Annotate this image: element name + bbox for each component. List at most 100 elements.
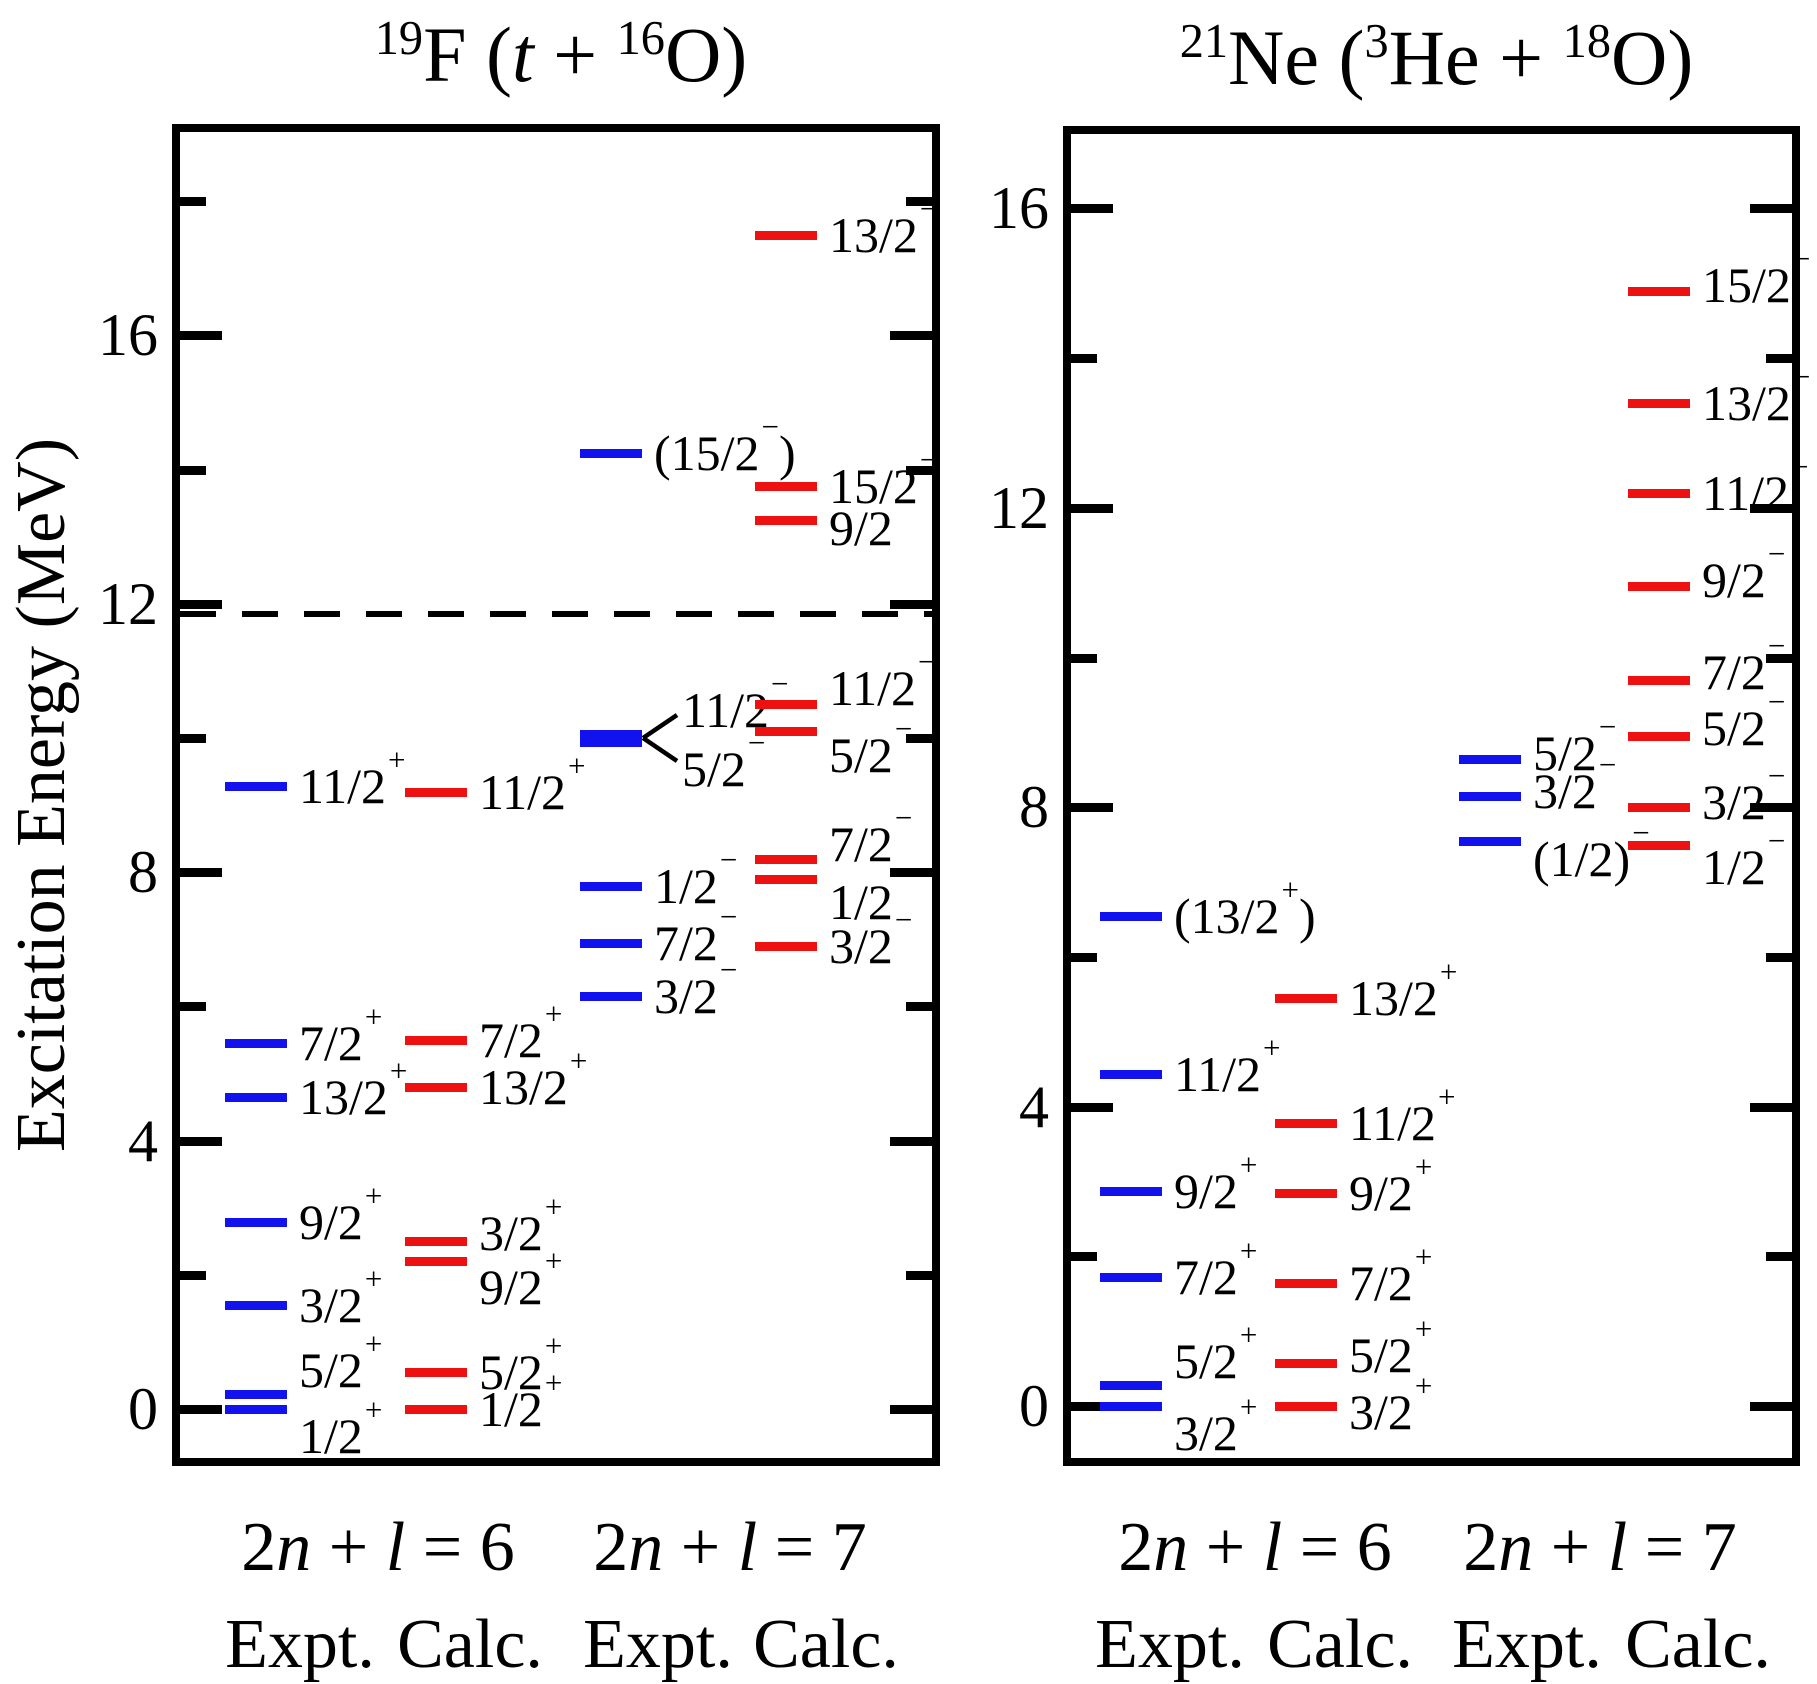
level-label: 11/2+ <box>1174 1029 1281 1102</box>
level-label: (1/2)− <box>1533 814 1650 887</box>
column-label-calc: Calc. <box>1267 1606 1413 1683</box>
level-line <box>1628 841 1690 850</box>
axis-tick-major <box>1750 803 1792 812</box>
axis-tick-major <box>1750 1103 1792 1112</box>
level-label: 9/2− <box>1702 535 1786 608</box>
axis-tick-minor <box>180 466 206 475</box>
group-label: 2n + l = 6 <box>241 1509 515 1586</box>
level-label: 15/2− <box>829 441 938 514</box>
level-label: 7/2− <box>1702 627 1786 700</box>
level-line <box>580 882 642 891</box>
axis-tick-major <box>180 868 222 877</box>
level-line <box>1459 755 1521 764</box>
level-line <box>405 1405 467 1414</box>
level-label: 11/2+ <box>299 741 406 814</box>
level-line <box>405 1368 467 1377</box>
level-label: 1/2+ <box>479 1364 563 1437</box>
level-line <box>755 700 817 709</box>
level-label: 3/2− <box>1702 757 1786 830</box>
axis-tick-minor <box>180 197 206 206</box>
level-label: 9/2+ <box>299 1177 383 1250</box>
level-line <box>1100 1381 1162 1390</box>
axis-tick-major <box>890 868 932 877</box>
axis-tick-major <box>890 600 932 609</box>
axis-tick-major <box>1071 1103 1113 1112</box>
level-line <box>1628 582 1690 591</box>
level-label: 11/2− <box>682 665 789 738</box>
column-label-expt: Expt. <box>1095 1606 1245 1683</box>
level-line <box>1100 1187 1162 1196</box>
level-label: 5/2− <box>682 724 766 797</box>
level-line <box>405 1083 467 1092</box>
axis-tick-major <box>1750 504 1792 513</box>
level-label: 9/2+ <box>1174 1146 1258 1219</box>
level-line <box>405 1257 467 1266</box>
level-line <box>1275 1402 1337 1411</box>
level-line <box>225 1218 287 1227</box>
panel-21ne-plot-area: 3/2+ 5/2+ 7/2+ 9/2+ 11/2+ (13/2+) 3/2+ 5/2+ 7/2+… <box>1063 126 1810 1466</box>
level-label: 13/2+ <box>299 1052 408 1125</box>
level-line <box>1628 399 1690 408</box>
y-tick-label: 8 <box>1019 774 1049 840</box>
level-line <box>755 942 817 951</box>
axis-tick-major <box>180 1405 222 1414</box>
panel-19f-plot-area: 1/2+ 5/2+ 3/2+ 9/2+ 13/2+ 7/2+ 11/2+ 1/2+ 5/2+ 9/… <box>172 124 940 1466</box>
axis-tick-minor <box>1766 654 1792 663</box>
level-label: 7/2+ <box>479 995 563 1068</box>
level-line <box>755 482 817 491</box>
level-line <box>1100 1070 1162 1079</box>
level-label: 5/2+ <box>299 1325 383 1398</box>
level-line <box>755 727 817 736</box>
y-tick-label: 16 <box>989 175 1049 241</box>
column-label-calc: Calc. <box>397 1606 543 1683</box>
axis-tick-major <box>890 331 932 340</box>
level-line <box>755 855 817 864</box>
y-tick-label: 12 <box>98 571 158 637</box>
level-label: 1/2+ <box>299 1391 383 1464</box>
level-label: 5/2+ <box>1349 1310 1433 1383</box>
level-label: 3/2+ <box>1174 1388 1258 1461</box>
level-line <box>1275 1119 1337 1128</box>
axis-tick-major <box>890 1137 932 1146</box>
y-tick-label: 4 <box>128 1108 158 1174</box>
y-tick-label: 4 <box>1019 1074 1049 1140</box>
column-label-expt: Expt. <box>225 1606 375 1683</box>
level-label: 11/2+ <box>1349 1078 1456 1151</box>
level-label: 3/2− <box>654 951 738 1024</box>
axis-tick-minor <box>1766 354 1792 363</box>
level-line <box>755 875 817 884</box>
level-line <box>1628 732 1690 741</box>
column-label-expt: Expt. <box>583 1606 733 1683</box>
level-label: 3/2− <box>1533 746 1617 819</box>
level-line <box>225 1039 287 1048</box>
axis-tick-major <box>180 600 222 609</box>
level-label: 7/2+ <box>1349 1238 1433 1311</box>
threshold-dashed-line <box>180 611 932 617</box>
level-label: 15/2− <box>1702 240 1811 313</box>
level-line <box>225 1301 287 1310</box>
level-line <box>580 992 642 1001</box>
axis-tick-major <box>1071 803 1113 812</box>
axis-tick-minor <box>906 466 932 475</box>
panel-title: 21Ne (3He + 18O) <box>1179 14 1694 101</box>
column-label-calc: Calc. <box>753 1606 899 1683</box>
axis-tick-minor <box>906 1271 932 1280</box>
axis-tick-minor <box>1766 1252 1792 1261</box>
axis-tick-major <box>180 1137 222 1146</box>
y-tick-label: 0 <box>128 1376 158 1442</box>
level-label: 3/2+ <box>1349 1367 1433 1440</box>
level-label: 11/2− <box>1702 448 1809 521</box>
level-line <box>1275 1359 1337 1368</box>
y-tick-label: 12 <box>989 475 1049 541</box>
axis-tick-major <box>890 1405 932 1414</box>
panel-title: 19F (t + 16O) <box>374 11 748 98</box>
axis-tick-minor <box>1071 654 1097 663</box>
level-label: 7/2− <box>654 898 738 971</box>
level-label: 13/2− <box>1702 358 1811 431</box>
level-line <box>1100 1273 1162 1282</box>
y-tick-label: 8 <box>128 839 158 905</box>
axis-tick-minor <box>1071 953 1097 962</box>
level-label: 3/2+ <box>299 1260 383 1333</box>
level-line <box>580 730 642 747</box>
level-label: 9/2+ <box>1349 1148 1433 1221</box>
